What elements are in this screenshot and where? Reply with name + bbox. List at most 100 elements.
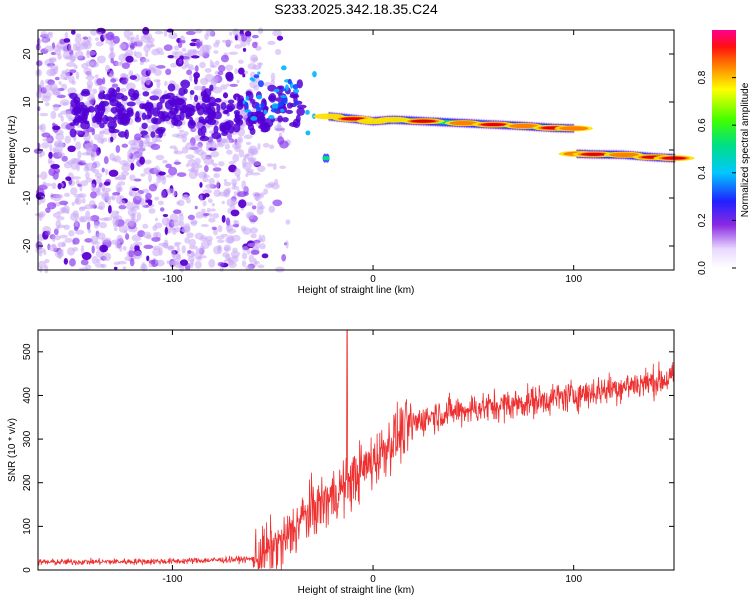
noise-blob: [134, 51, 143, 59]
noise-blob: [115, 176, 122, 181]
noise-blob: [225, 236, 235, 244]
noise-blob: [219, 124, 226, 132]
noise-blob: [67, 145, 76, 153]
noise-blob: [95, 37, 99, 41]
noise-blob: [150, 143, 161, 151]
noise-blob: [90, 235, 99, 244]
noise-blob: [213, 111, 222, 120]
noise-blob: [158, 171, 166, 176]
noise-blob: [281, 127, 285, 133]
noise-blob: [99, 100, 105, 111]
noise-blob: [156, 101, 163, 110]
snr-y-tick-label: 100: [22, 518, 33, 535]
noise-blob: [74, 35, 82, 44]
noise-blob: [75, 71, 80, 80]
noise-blob: [55, 133, 65, 141]
noise-blob: [139, 156, 145, 165]
noise-blob: [40, 37, 50, 44]
colorbar-gradient: [712, 30, 736, 268]
noise-blob: [75, 141, 82, 150]
noise-blob: [56, 216, 65, 221]
snr-x-tick-label: 100: [565, 574, 582, 585]
noise-blob: [222, 92, 229, 99]
noise-blob: [266, 163, 274, 167]
noise-blob: [155, 154, 165, 161]
noise-blob: [92, 88, 98, 95]
noise-blob: [110, 78, 117, 83]
noise-blob: [211, 61, 215, 68]
noise-blob: [128, 70, 134, 77]
snr-y-label: SNR (10 * v/v): [7, 418, 18, 482]
noise-blob: [92, 168, 100, 175]
track-peak-core: [608, 152, 639, 157]
noise-blob: [85, 162, 95, 172]
noise-blob: [41, 142, 50, 149]
noise-blob: [112, 192, 121, 196]
noise-blob: [146, 255, 150, 262]
spectrogram-signal-track: [313, 110, 695, 164]
noise-blob: [202, 49, 209, 54]
noise-blob: [193, 85, 203, 91]
noise-blob: [48, 244, 58, 252]
noise-blob: [189, 42, 197, 47]
colorbar-tick-label: 0.4: [697, 165, 708, 179]
noise-blob: [101, 237, 112, 243]
noise-blob: [212, 212, 220, 219]
noise-blob: [174, 106, 182, 111]
noise-blob: [110, 57, 114, 64]
noise-blob: [44, 258, 50, 264]
noise-blob: [281, 97, 288, 104]
noise-blob: [245, 153, 250, 158]
noise-blob: [102, 137, 108, 143]
noise-blob: [83, 67, 92, 75]
noise-blob: [126, 201, 132, 210]
noise-blob: [185, 30, 196, 36]
noise-blob: [81, 88, 90, 95]
noise-blob: [305, 109, 310, 115]
noise-blob: [103, 181, 111, 186]
noise-blob: [185, 112, 191, 120]
noise-blob: [194, 157, 201, 165]
noise-blob: [178, 212, 184, 217]
noise-blob: [292, 83, 299, 90]
noise-blob: [185, 154, 195, 160]
noise-blob: [177, 41, 183, 49]
noise-blob: [210, 208, 216, 212]
noise-blob: [253, 258, 258, 268]
noise-blob: [156, 174, 162, 184]
noise-blob: [69, 69, 77, 74]
noise-blob: [294, 100, 299, 106]
noise-blob: [198, 116, 205, 123]
noise-blob: [59, 234, 68, 239]
noise-blob: [126, 109, 134, 118]
noise-blob: [145, 76, 151, 86]
noise-blob: [44, 102, 50, 107]
noise-blob: [83, 132, 91, 142]
snr-line: [37, 329, 675, 570]
noise-blob: [183, 194, 188, 199]
noise-blob: [292, 118, 301, 129]
noise-blob: [74, 218, 79, 228]
noise-blob: [44, 84, 53, 92]
noise-blob: [152, 231, 159, 238]
noise-blob: [68, 43, 72, 52]
noise-blob: [57, 53, 62, 60]
noise-blob: [242, 47, 247, 52]
noise-blob: [154, 196, 160, 201]
noise-blob: [159, 207, 165, 212]
noise-blob: [57, 152, 65, 158]
noise-blob: [212, 163, 218, 167]
noise-blob: [179, 259, 189, 266]
noise-blob: [217, 161, 225, 167]
noise-blob: [70, 187, 78, 196]
noise-blob: [186, 232, 194, 239]
noise-blob: [94, 172, 103, 178]
noise-blob: [217, 261, 225, 267]
noise-blob: [195, 41, 203, 47]
noise-blob: [213, 189, 221, 198]
noise-blob: [85, 171, 90, 179]
noise-blob: [57, 183, 62, 190]
noise-blob: [208, 258, 216, 268]
noise-blob: [118, 199, 126, 206]
